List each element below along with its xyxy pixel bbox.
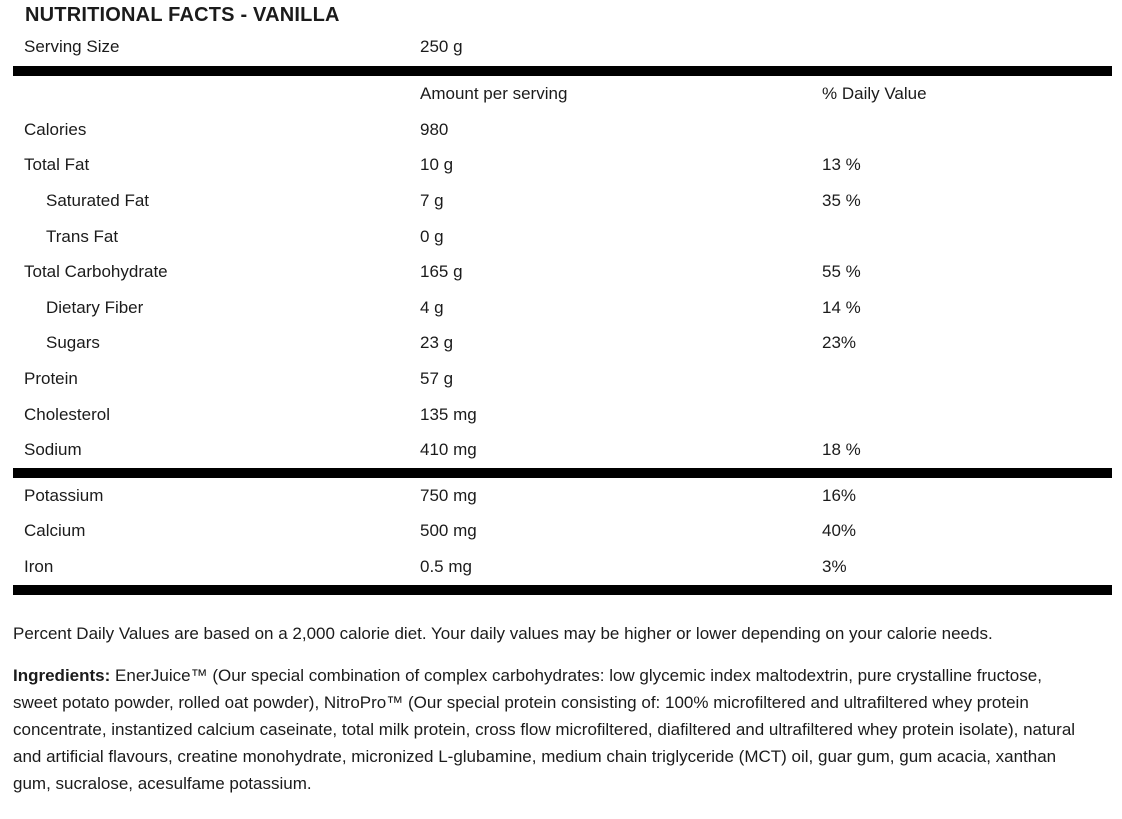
- ingredients-label: Ingredients:: [13, 665, 111, 685]
- column-header-amount-per-serving: Amount per serving: [420, 84, 568, 103]
- table-row-calories: Calories 980: [0, 112, 1122, 148]
- ingredients-text: EnerJuice™ (Our special combination of c…: [13, 665, 1076, 793]
- amount-value: 410 mg: [420, 440, 477, 460]
- amount-value: 135 mg: [420, 404, 477, 424]
- divider-thick-bottom: [13, 584, 1112, 595]
- divider-thick-top: [13, 66, 1112, 76]
- nutrient-label: Sodium: [24, 440, 82, 460]
- nutrient-label: Sugars: [46, 333, 100, 353]
- daily-value: 18 %: [822, 440, 861, 460]
- daily-value: 14 %: [822, 297, 861, 317]
- nutrient-rows-section: Calories 980 Total Fat 10 g 13 % Saturated Fa…: [0, 112, 1122, 468]
- amount-value: 7 g: [420, 190, 444, 210]
- nutrient-label: Trans Fat: [46, 226, 119, 246]
- table-row-iron: Iron 0.5 mg 3%: [0, 549, 1122, 585]
- table-row-total-carbohydrate: Total Carbohydrate 165 g 55 %: [0, 254, 1122, 290]
- daily-value-footnote: Percent Daily Values are based on a 2,00…: [13, 623, 993, 643]
- nutrient-label: Total Carbohydrate: [24, 262, 168, 282]
- page-title: NUTRITIONAL FACTS - VANILLA: [25, 4, 340, 26]
- table-row-potassium: Potassium 750 mg 16%: [0, 478, 1122, 514]
- divider-thick-middle: [13, 467, 1112, 478]
- table-row-trans-fat: Trans Fat 0 g: [0, 219, 1122, 255]
- serving-size-label: Serving Size: [24, 36, 120, 56]
- daily-value: 35 %: [822, 190, 861, 210]
- table-header-row: Amount per serving % Daily Value: [0, 76, 1122, 112]
- nutrient-label: Protein: [24, 368, 78, 388]
- table-row-cholesterol: Cholesterol 135 mg: [0, 397, 1122, 433]
- amount-value: 980: [420, 119, 449, 139]
- nutrient-label: Total Fat: [24, 155, 90, 175]
- table-row-sugars: Sugars 23 g 23%: [0, 326, 1122, 362]
- nutrient-label: Calcium: [24, 521, 86, 541]
- serving-size-row: Serving Size 250 g: [0, 27, 1122, 66]
- table-row-dietary-fiber: Dietary Fiber 4 g 14 %: [0, 290, 1122, 326]
- amount-value: 0.5 mg: [420, 556, 472, 576]
- daily-value: 23%: [822, 333, 857, 353]
- amount-value: 165 g: [420, 262, 463, 282]
- amount-value: 57 g: [420, 368, 454, 388]
- mineral-rows-section: Potassium 750 mg 16% Calcium 500 mg 40% Iron 0.…: [0, 478, 1122, 585]
- ingredients-paragraph: Ingredients: EnerJuice™ (Our special com…: [13, 662, 1085, 797]
- amount-value: 10 g: [420, 155, 454, 175]
- table-row-calcium: Calcium 500 mg 40%: [0, 514, 1122, 550]
- daily-value: 55 %: [822, 262, 861, 282]
- serving-size-value: 250 g: [420, 36, 463, 56]
- nutrient-label: Iron: [24, 556, 54, 576]
- nutrition-facts-page: NUTRITIONAL FACTS - VANILLA Serving Size…: [0, 4, 1122, 797]
- amount-value: 4 g: [420, 297, 444, 317]
- amount-value: 750 mg: [420, 485, 477, 505]
- nutrient-label: Saturated Fat: [46, 190, 150, 210]
- nutrient-label: Potassium: [24, 485, 104, 505]
- table-row-saturated-fat: Saturated Fat 7 g 35 %: [0, 183, 1122, 219]
- daily-value: 16%: [822, 485, 857, 505]
- amount-value: 0 g: [420, 226, 444, 246]
- nutrient-label: Calories: [24, 119, 87, 139]
- nutrient-label: Dietary Fiber: [46, 297, 144, 317]
- nutrient-label: Cholesterol: [24, 404, 110, 424]
- table-row-total-fat: Total Fat 10 g 13 %: [0, 148, 1122, 184]
- daily-value: 40%: [822, 521, 857, 541]
- amount-value: 500 mg: [420, 521, 477, 541]
- column-header-daily-value: % Daily Value: [822, 84, 927, 103]
- amount-value: 23 g: [420, 333, 454, 353]
- table-row-protein: Protein 57 g: [0, 361, 1122, 397]
- table-row-sodium: Sodium 410 mg 18 %: [0, 432, 1122, 468]
- daily-value: 3%: [822, 556, 847, 576]
- daily-value: 13 %: [822, 155, 861, 175]
